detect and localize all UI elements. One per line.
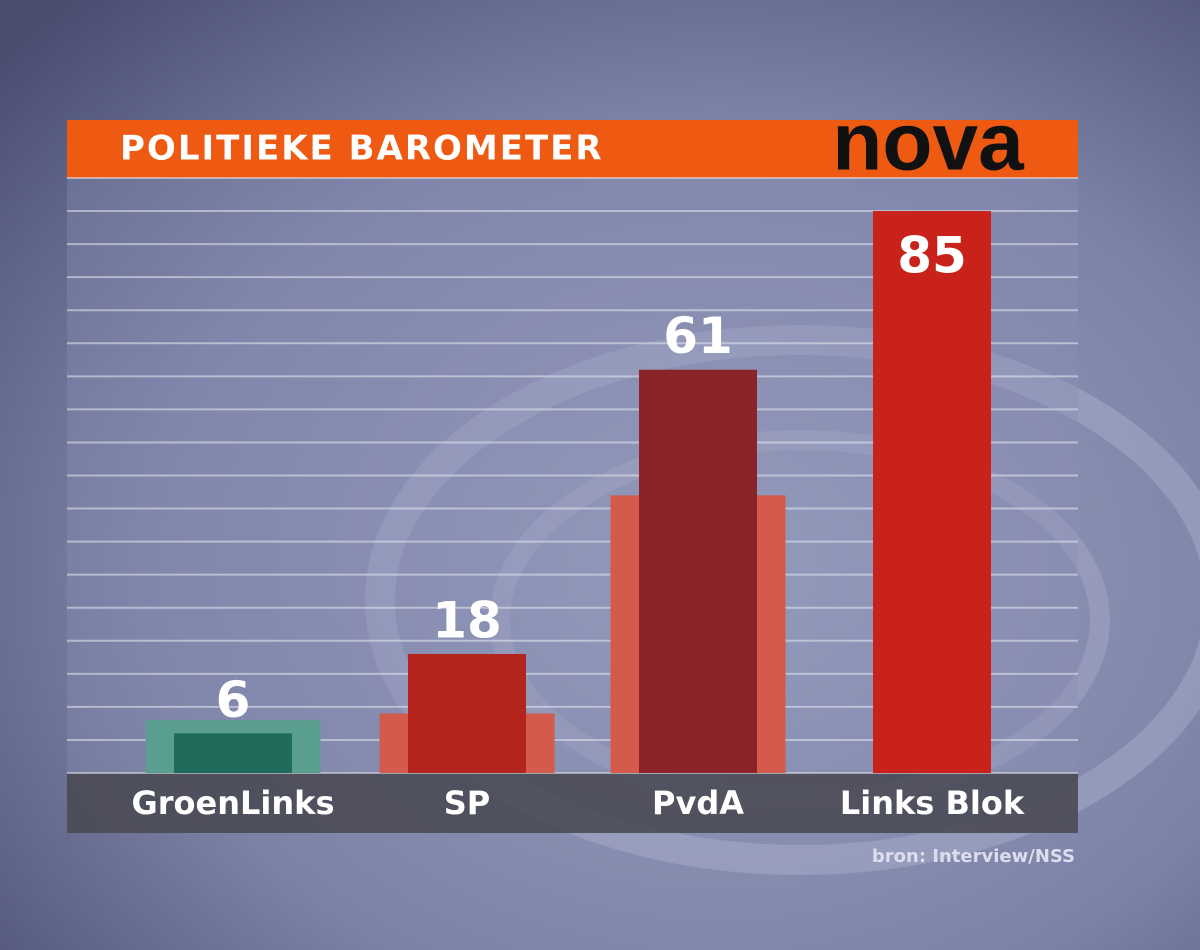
category-band — [67, 773, 1078, 833]
bar — [873, 211, 991, 774]
bars: 6 18 61 85 — [145, 211, 991, 774]
logo: nova — [832, 97, 1025, 188]
value-label: 61 — [663, 307, 733, 365]
x-tick-label: PvdA — [652, 784, 744, 822]
backdrop-decor — [365, 325, 1200, 875]
x-tick-label: Links Blok — [840, 784, 1025, 822]
bar — [408, 654, 526, 773]
source-note: bron: Interview/NSS — [872, 846, 1075, 867]
value-label: 85 — [897, 227, 967, 285]
x-tick-label: SP — [444, 784, 491, 822]
title-bar — [67, 120, 1078, 178]
value-label: 6 — [216, 671, 251, 729]
value-label: 18 — [432, 592, 502, 650]
bar — [174, 733, 292, 773]
x-tick-label: GroenLinks — [132, 784, 335, 822]
bar — [639, 369, 757, 773]
chart-title: POLITIEKE BAROMETER — [120, 129, 604, 169]
